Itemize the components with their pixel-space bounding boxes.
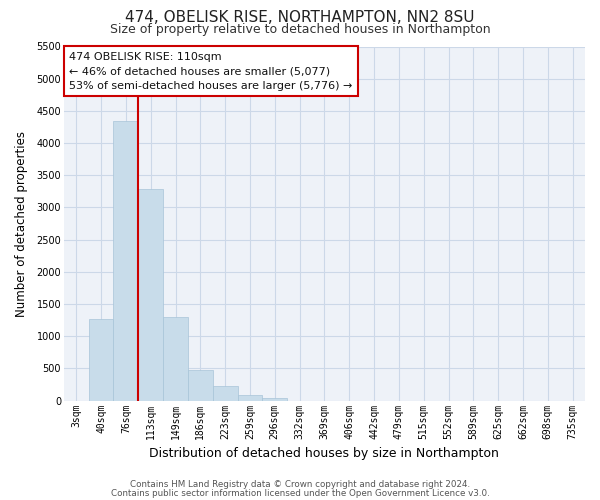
- X-axis label: Distribution of detached houses by size in Northampton: Distribution of detached houses by size …: [149, 447, 499, 460]
- Text: Contains public sector information licensed under the Open Government Licence v3: Contains public sector information licen…: [110, 488, 490, 498]
- Text: Contains HM Land Registry data © Crown copyright and database right 2024.: Contains HM Land Registry data © Crown c…: [130, 480, 470, 489]
- Bar: [188, 370, 213, 400]
- Text: 474, OBELISK RISE, NORTHAMPTON, NN2 8SU: 474, OBELISK RISE, NORTHAMPTON, NN2 8SU: [125, 10, 475, 25]
- Bar: [163, 318, 188, 400]
- Bar: [213, 386, 238, 400]
- Text: Size of property relative to detached houses in Northampton: Size of property relative to detached ho…: [110, 22, 490, 36]
- Text: 474 OBELISK RISE: 110sqm
← 46% of detached houses are smaller (5,077)
53% of sem: 474 OBELISK RISE: 110sqm ← 46% of detach…: [69, 52, 352, 90]
- Bar: [238, 395, 262, 400]
- Bar: [139, 189, 163, 400]
- Bar: [113, 121, 139, 400]
- Bar: [89, 319, 113, 400]
- Y-axis label: Number of detached properties: Number of detached properties: [15, 130, 28, 316]
- Bar: [262, 398, 287, 400]
